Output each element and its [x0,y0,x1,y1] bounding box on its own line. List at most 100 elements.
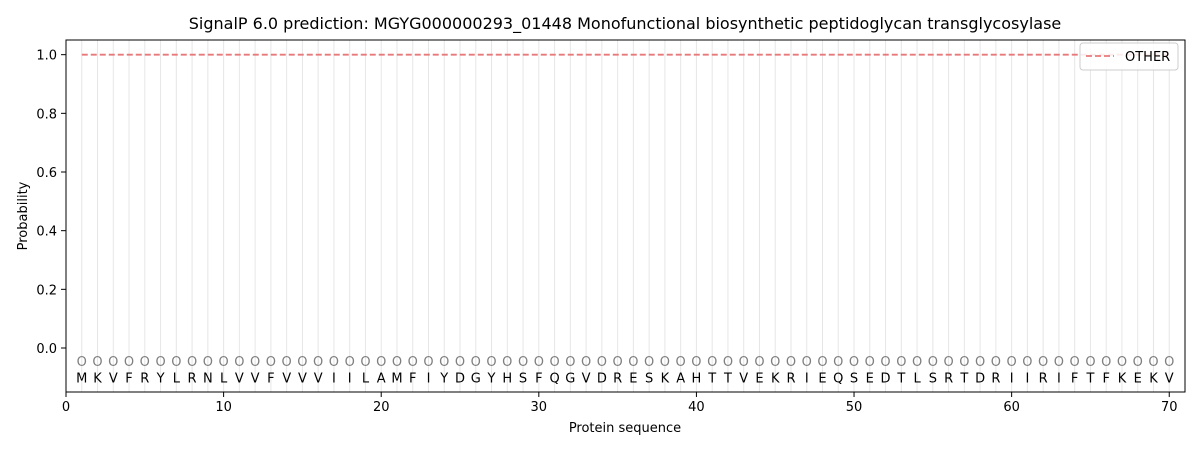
predicted-state-label: O [628,355,638,370]
y-axis: 0.0 0.2 0.4 0.6 0.8 1.0 [36,49,66,357]
sequence-residue-label: Q [549,371,559,386]
predicted-state-label: O [1133,355,1143,370]
predicted-state-label: O [471,355,481,370]
predicted-state-label: O [1117,355,1127,370]
predicted-state-label: O [833,355,843,370]
sequence-residue-label: F [125,371,132,386]
sequence-residue-label: T [896,371,905,386]
predicted-state-label: O [108,355,118,370]
predicted-state-label: O [707,355,717,370]
predicted-state-label: O [218,355,228,370]
sequence-residue-label: S [850,371,858,386]
x-tick-label: 0 [62,400,70,415]
predicted-state-label: O [92,355,102,370]
y-tick-label: 0.8 [36,107,57,122]
predicted-state-label: O [786,355,796,370]
sequence-residue-label: V [251,371,260,386]
sequence-residue-label: V [314,371,323,386]
sequence-residue-label: T [707,371,716,386]
sequence-residue-label: V [739,371,748,386]
sequence-residue-label: L [173,371,181,386]
sequence-residue-label: E [755,371,763,386]
predicted-state-label: O [849,355,859,370]
x-tick-label: 20 [373,400,390,415]
sequence-residue-label: I [1025,371,1029,386]
sequence-residue-label: I [1010,371,1014,386]
sequence-residue-label: Q [833,371,843,386]
predicted-state-label: O [1101,355,1111,370]
predicted-state-label: O [140,355,150,370]
sequence-residue-label: S [645,371,653,386]
sequence-residue-label: R [944,371,953,386]
sequence-residue-label: F [409,371,416,386]
predicted-state-label: O [392,355,402,370]
legend-box [1079,42,1179,71]
sequence-residue-label: K [93,371,102,386]
predicted-state-label: O [1085,355,1095,370]
sequence-residue-label: F [267,371,274,386]
sequence-residue-label: G [471,371,481,386]
sequence-residue-label: K [771,371,780,386]
chart-title: SignalP 6.0 prediction: MGYG000000293_01… [189,14,1062,34]
legend-label-other: OTHER [1125,50,1170,65]
sequence-residue-label: R [1039,371,1048,386]
sequence-residue-label: T [959,371,968,386]
predicted-state-label: O [486,355,496,370]
sequence-letters: OMOKOVOFOROYOLORONOLOVOVOFOVOVOVOIOIOLOA… [76,355,1174,386]
sequence-residue-label: I [805,371,809,386]
sequence-residue-label: D [975,371,985,386]
predicted-state-label: O [770,355,780,370]
predicted-state-label: O [691,355,701,370]
x-tick-label: 10 [215,400,232,415]
predicted-state-label: O [518,355,528,370]
sequence-residue-label: F [1071,371,1078,386]
predicted-state-label: O [565,355,575,370]
sequence-residue-label: H [692,371,702,386]
predicted-state-label: O [266,355,276,370]
predicted-state-label: O [817,355,827,370]
predicted-state-label: O [1164,355,1174,370]
predicted-state-label: O [439,355,449,370]
predicted-state-label: O [360,355,370,370]
sequence-residue-label: V [282,371,291,386]
predicted-state-label: O [723,355,733,370]
sequence-residue-label: E [818,371,826,386]
predicted-state-label: O [975,355,985,370]
predicted-state-label: O [1007,355,1017,370]
sequence-residue-label: E [629,371,637,386]
sequence-residue-label: R [991,371,1000,386]
sequence-residue-label: R [140,371,149,386]
x-axis: 0 10 20 30 40 50 60 70 [62,392,1178,415]
predicted-state-label: O [345,355,355,370]
predicted-state-label: O [880,355,890,370]
predicted-state-label: O [502,355,512,370]
y-tick-label: 0.2 [36,283,57,298]
sequence-residue-label: K [1149,371,1158,386]
sequence-residue-label: R [188,371,197,386]
sequence-residue-label: L [913,371,921,386]
predicted-state-label: O [1022,355,1032,370]
predicted-state-label: O [171,355,181,370]
sequence-residue-label: M [391,371,402,386]
x-tick-label: 50 [846,400,863,415]
predicted-state-label: O [534,355,544,370]
predicted-state-label: O [660,355,670,370]
sequence-residue-label: V [1165,371,1174,386]
sequence-residue-label: L [362,371,370,386]
sequence-residue-label: K [661,371,670,386]
predicted-state-label: O [1070,355,1080,370]
x-tick-label: 70 [1161,400,1178,415]
plot-frame [65,39,1186,393]
sequence-residue-label: I [1057,371,1061,386]
predicted-state-label: O [187,355,197,370]
predicted-state-label: O [297,355,307,370]
sequence-residue-label: E [1134,371,1142,386]
sequence-residue-label: I [332,371,336,386]
sequence-residue-label: V [298,371,307,386]
predicted-state-label: O [455,355,465,370]
y-tick-label: 0.6 [36,166,57,181]
sequence-residue-label: D [455,371,465,386]
y-tick-label: 1.0 [36,49,57,64]
